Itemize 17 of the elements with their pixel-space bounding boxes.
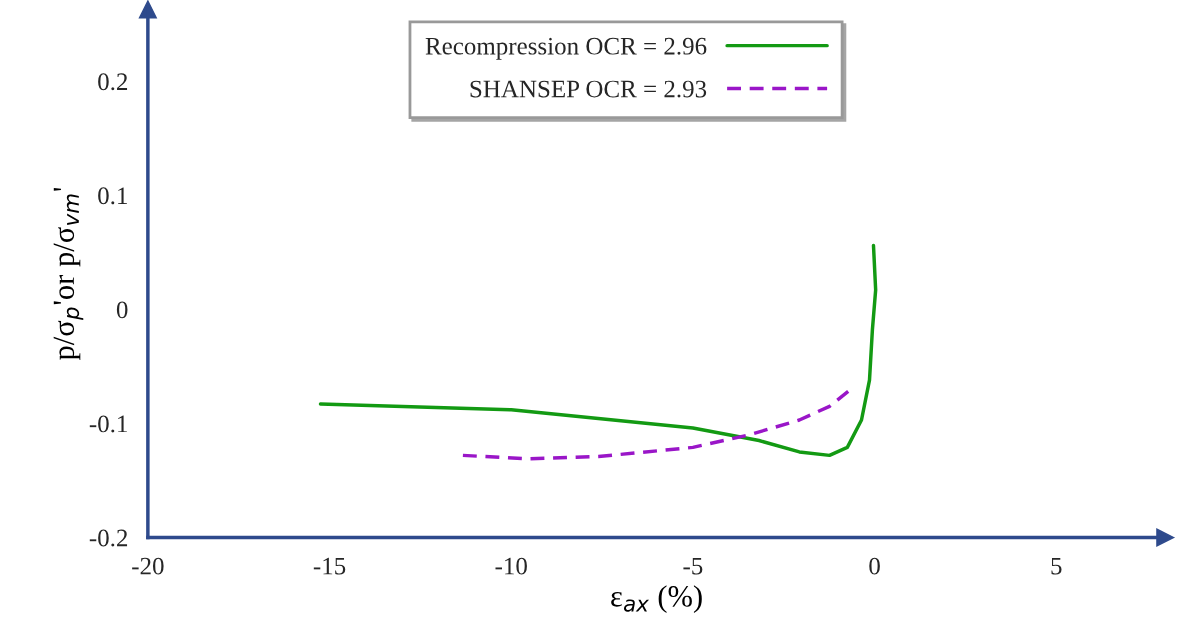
x-axis-title: ε$_{ax}$ (%)	[611, 585, 702, 613]
x-tick-label: 5	[1051, 557, 1062, 575]
legend-label: SHANSEP OCR = 2.93	[470, 80, 707, 98]
y-tick-label: 0.2	[98, 73, 128, 91]
x-tick-label: 0	[869, 557, 880, 575]
x-tick-label: -5	[683, 557, 703, 575]
x-tick-label: -20	[132, 557, 164, 575]
line-series	[318, 243, 878, 458]
y-tick-label: -0.2	[89, 529, 128, 547]
line-series	[461, 388, 852, 461]
x-tick-label: -10	[495, 557, 527, 575]
y-axis-title: p/σ$_{p}$'or p/σ$_{vm}$'	[53, 187, 84, 361]
y-tick-label: 0	[116, 301, 128, 319]
legend-label: Recompression OCR = 2.96	[425, 37, 707, 60]
y-tick-label: 0.1	[98, 187, 127, 205]
x-tick-label: -15	[313, 557, 346, 575]
y-tick-label: -0.1	[89, 415, 127, 433]
